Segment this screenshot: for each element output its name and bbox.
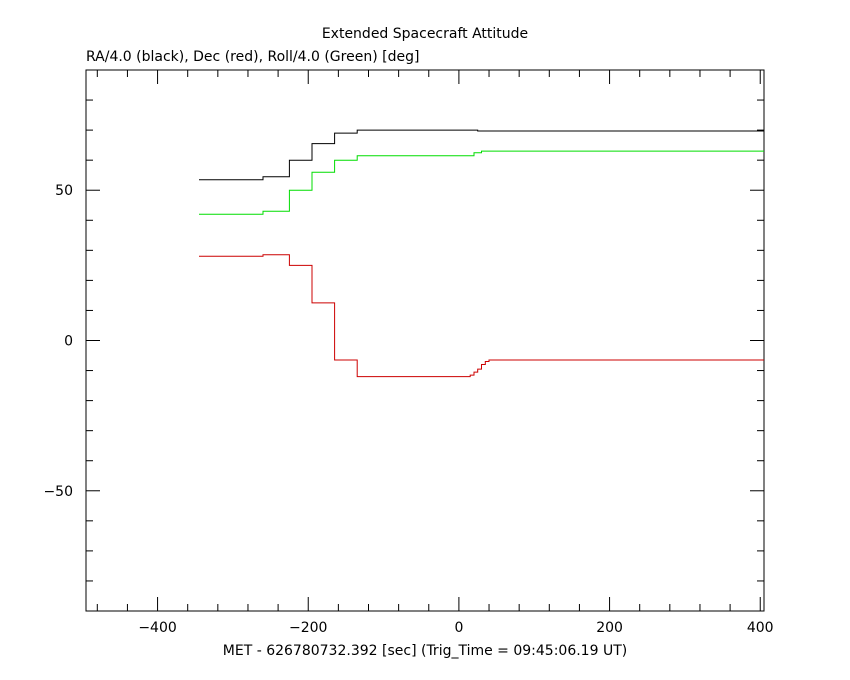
y-tick-label: 50 bbox=[55, 183, 73, 199]
series-line-1 bbox=[199, 129, 764, 181]
series-lines bbox=[199, 129, 764, 378]
chart-title: Extended Spacecraft Attitude bbox=[322, 26, 528, 42]
y-tick-label: −50 bbox=[43, 484, 73, 500]
x-axis-label: MET - 626780732.392 [sec] (Trig_Time = 0… bbox=[223, 643, 627, 659]
x-tick-label: 400 bbox=[747, 620, 774, 636]
y-tick-label: 0 bbox=[64, 334, 73, 350]
chart-subtitle: RA/4.0 (black), Dec (red), Roll/4.0 (Gre… bbox=[86, 49, 419, 65]
x-tick-label: 200 bbox=[596, 620, 623, 636]
series-line-2 bbox=[199, 150, 764, 215]
axis-tick-labels: −400 −200 0 200 400 −50 0 50 bbox=[43, 183, 773, 636]
x-tick-label: 0 bbox=[454, 620, 463, 636]
x-tick-label: −200 bbox=[289, 620, 327, 636]
x-tick-label: −400 bbox=[138, 620, 176, 636]
series-line-3 bbox=[199, 254, 764, 378]
axis-ticks bbox=[86, 70, 764, 611]
